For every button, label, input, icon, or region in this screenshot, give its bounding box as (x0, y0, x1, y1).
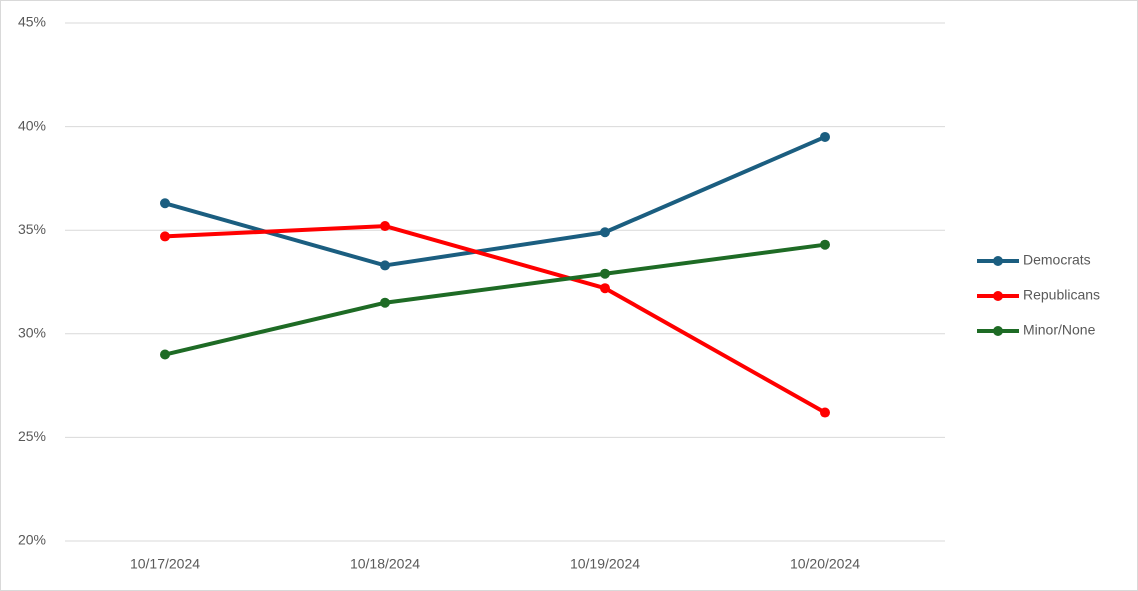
data-point (820, 131, 830, 142)
y-tick-label: 40% (18, 117, 46, 133)
legend-marker (993, 291, 1003, 301)
series-line (164, 135, 826, 268)
data-point (160, 349, 170, 360)
data-point (820, 407, 830, 418)
data-point (600, 283, 610, 294)
y-tick-label: 45% (18, 14, 46, 30)
x-tick-label: 10/18/2024 (350, 556, 420, 572)
y-tick-label: 30% (18, 325, 46, 341)
legend-marker (993, 326, 1003, 336)
data-point (160, 198, 170, 209)
legend-label: Republicans (1023, 287, 1100, 303)
x-tick-label: 10/17/2024 (130, 556, 200, 572)
data-point (160, 231, 170, 242)
series-line (164, 224, 826, 415)
series-line (164, 242, 826, 357)
legend-label: Democrats (1023, 252, 1091, 268)
data-point (600, 227, 610, 238)
data-point (380, 297, 390, 308)
data-point (600, 268, 610, 279)
data-point (380, 260, 390, 271)
y-tick-label: 20% (18, 532, 46, 548)
x-tick-label: 10/20/2024 (790, 556, 860, 572)
x-tick-label: 10/19/2024 (570, 556, 640, 572)
data-point (380, 221, 390, 232)
y-tick-label: 25% (18, 428, 46, 444)
legend-marker (993, 256, 1003, 266)
legend-label: Minor/None (1023, 322, 1096, 338)
y-tick-label: 35% (18, 221, 46, 237)
data-point (820, 239, 830, 250)
